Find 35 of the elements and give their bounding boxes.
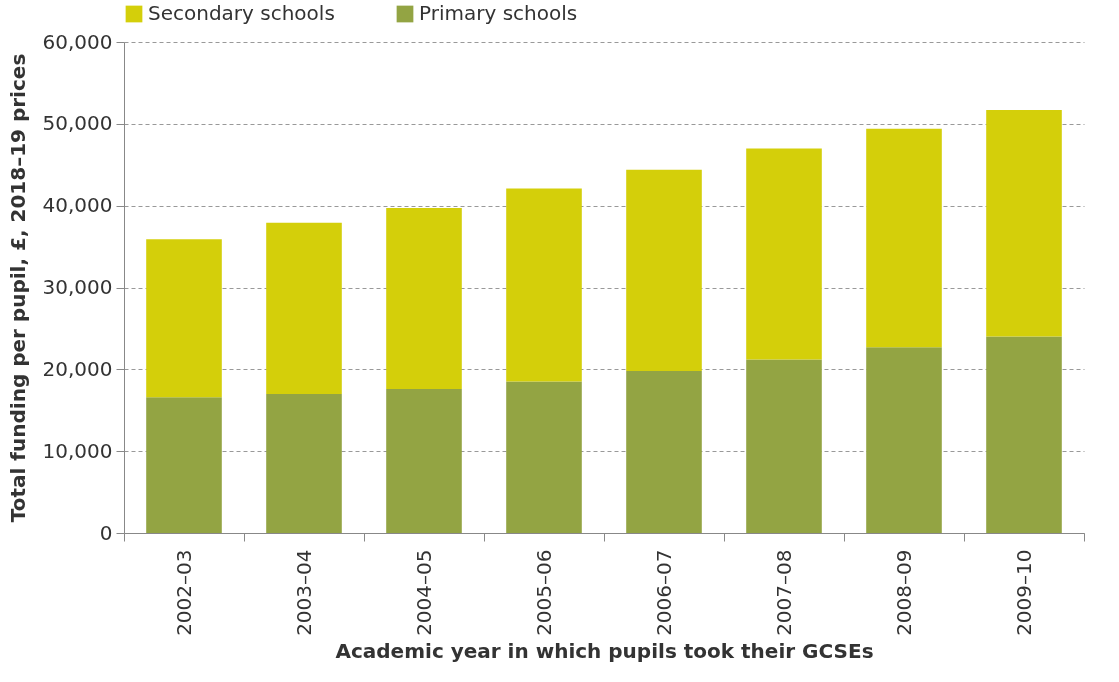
y-tick-label: 60,000: [42, 29, 113, 54]
bar: [746, 359, 822, 533]
bar: [506, 381, 582, 533]
bar: [746, 148, 822, 360]
bar: [266, 393, 342, 533]
bar: [986, 336, 1062, 533]
bar: [146, 397, 222, 533]
bar: [626, 370, 702, 533]
y-tick-label: 40,000: [42, 193, 113, 218]
y-tick-label: 50,000: [42, 111, 113, 136]
bar: [146, 239, 222, 398]
x-tick-label: 2003–04: [291, 549, 316, 636]
x-tick-label: 2009–10: [1011, 549, 1036, 636]
bar: [266, 222, 342, 394]
bar: [986, 109, 1062, 337]
x-tick-label: 2007–08: [771, 549, 796, 636]
y-tick-label: 30,000: [42, 275, 113, 299]
legend-label: Primary schools: [419, 1, 578, 25]
bar: [866, 128, 942, 348]
x-tick-label: 2006–07: [651, 549, 676, 636]
x-tick-label: 2005–06: [531, 549, 556, 636]
bar: [386, 208, 462, 389]
x-tick-label: 2008–09: [891, 549, 916, 636]
x-tick-label: 2002–03: [171, 549, 196, 636]
y-tick-label: 0: [99, 520, 113, 545]
y-axis-title: Total funding per pupil, £, 2018–19 prices: [5, 53, 30, 523]
bar: [626, 169, 702, 371]
y-tick-label: 10,000: [42, 438, 113, 463]
bar: [506, 188, 582, 382]
x-axis-title: Academic year in which pupils took their GCSEs: [335, 638, 874, 663]
y-tick-label: 20,000: [42, 356, 113, 381]
x-tick-label: 2004–05: [411, 549, 436, 636]
legend-label: Secondary schools: [148, 1, 335, 25]
bar: [386, 388, 462, 533]
bar: [866, 347, 942, 533]
